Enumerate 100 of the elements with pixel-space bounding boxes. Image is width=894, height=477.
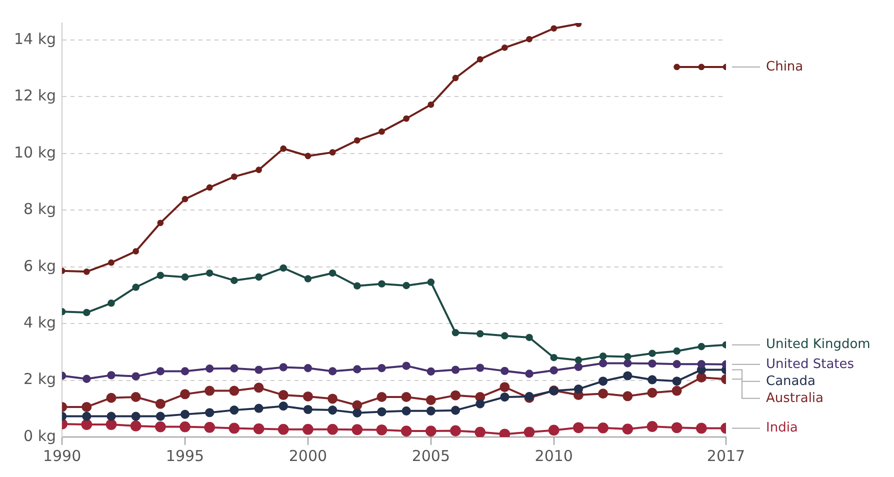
point <box>106 412 116 421</box>
point <box>378 128 385 135</box>
point <box>672 376 682 386</box>
point <box>623 371 632 380</box>
point <box>132 248 140 254</box>
point <box>378 364 386 372</box>
point <box>278 424 289 435</box>
point <box>302 391 313 402</box>
point <box>181 273 189 281</box>
y-tick-label: 0 kg <box>24 426 56 445</box>
text: China <box>766 59 804 74</box>
point <box>205 408 214 418</box>
point <box>182 196 188 202</box>
point <box>499 428 510 437</box>
point <box>426 406 436 416</box>
y-tick-label: 14 kg <box>14 30 56 48</box>
point <box>81 419 92 430</box>
point <box>229 386 240 396</box>
point <box>106 419 117 430</box>
point <box>206 364 214 373</box>
point <box>352 408 362 418</box>
point <box>403 115 410 122</box>
point <box>697 360 706 368</box>
text: United States <box>766 356 854 372</box>
x-tick-label: 2017 <box>706 446 746 465</box>
point <box>204 422 216 433</box>
point <box>131 412 140 421</box>
point <box>696 422 707 434</box>
point <box>253 423 264 434</box>
point <box>526 36 532 42</box>
y-tick-label: 12 kg <box>14 86 56 105</box>
point <box>230 173 238 180</box>
point <box>428 101 434 108</box>
point <box>302 424 314 435</box>
point <box>622 391 633 402</box>
point <box>83 308 90 316</box>
point <box>598 388 608 399</box>
point <box>206 269 214 277</box>
point <box>230 364 238 372</box>
point <box>303 404 313 414</box>
point <box>304 275 312 282</box>
point <box>622 424 634 435</box>
point <box>206 184 213 191</box>
point <box>254 404 264 413</box>
point <box>156 412 165 421</box>
point <box>476 399 485 408</box>
point <box>230 406 239 415</box>
point <box>671 422 682 434</box>
point <box>550 25 558 32</box>
point <box>427 278 435 286</box>
point <box>501 44 508 51</box>
point <box>674 64 680 70</box>
point <box>376 424 388 436</box>
point <box>598 376 608 386</box>
x-tick-label: 1990 <box>42 446 82 465</box>
point <box>648 359 656 368</box>
point <box>574 362 583 372</box>
point <box>82 412 92 421</box>
point <box>180 389 190 400</box>
point <box>107 371 116 380</box>
point <box>548 424 560 436</box>
point <box>82 402 92 412</box>
point <box>672 360 681 368</box>
point <box>278 402 288 411</box>
text: Australia <box>766 390 824 406</box>
point <box>180 410 190 419</box>
point <box>402 406 411 416</box>
point <box>698 64 705 70</box>
point <box>108 259 114 266</box>
point <box>156 272 164 280</box>
point <box>624 359 632 368</box>
x-tick-label: 2005 <box>412 446 450 465</box>
point <box>280 145 287 152</box>
point <box>278 390 288 400</box>
point <box>132 284 140 291</box>
point <box>647 388 658 398</box>
point <box>82 374 91 383</box>
point <box>230 276 238 284</box>
point <box>476 364 484 372</box>
point <box>598 422 608 434</box>
y-tick-label: 8 kg <box>24 200 56 218</box>
point <box>155 398 166 409</box>
point <box>108 300 115 307</box>
point <box>624 353 632 360</box>
point <box>352 424 363 436</box>
point <box>400 426 412 436</box>
point <box>500 366 509 376</box>
point <box>550 354 558 362</box>
point <box>452 329 460 336</box>
point <box>180 367 190 376</box>
point <box>329 149 336 156</box>
point <box>280 264 288 272</box>
point <box>673 347 680 355</box>
point <box>574 384 584 394</box>
y-tick-label: 2 kg <box>24 370 56 388</box>
point <box>401 392 412 402</box>
y-tick-label: 6 kg <box>24 256 56 275</box>
point <box>377 407 386 416</box>
point <box>353 365 362 374</box>
point <box>204 386 215 396</box>
